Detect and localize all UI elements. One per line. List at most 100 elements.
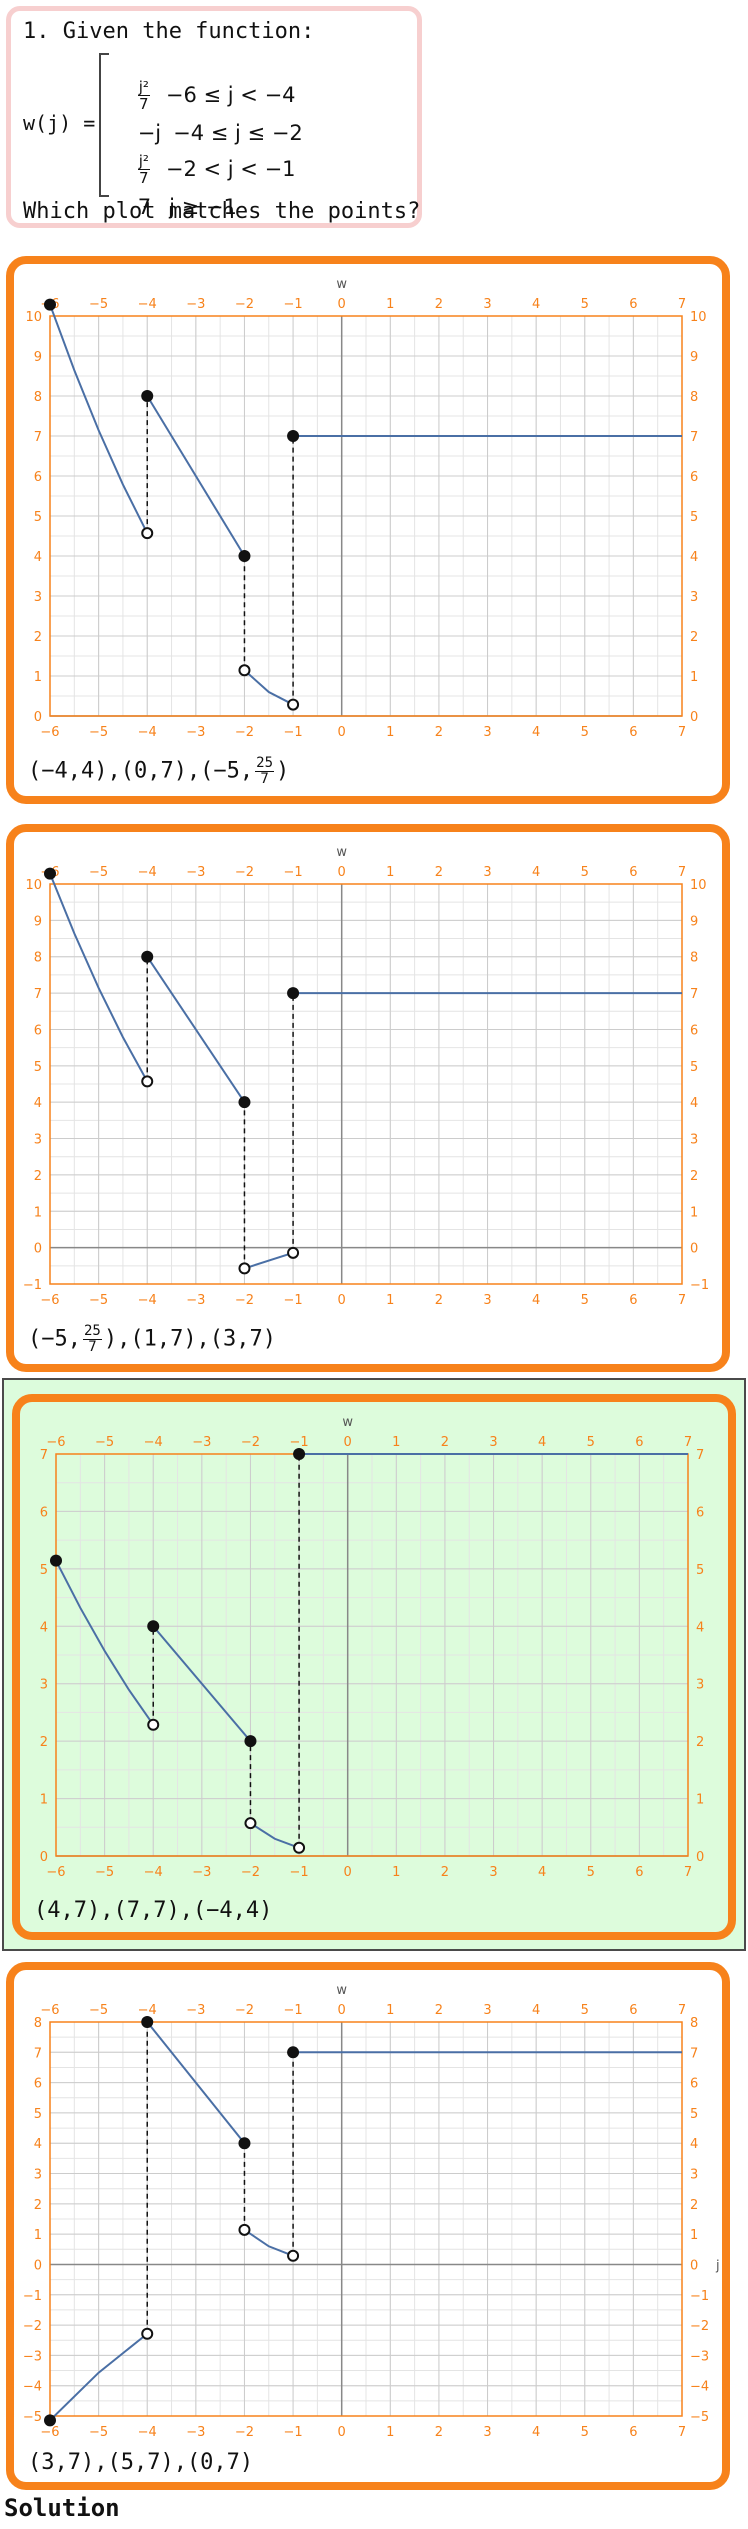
x-tick-label-bottom: 2 xyxy=(441,1865,449,1880)
x-tick-label-bottom: 3 xyxy=(483,725,491,740)
open-point xyxy=(141,1075,154,1088)
x-tick-label-bottom: −5 xyxy=(89,725,108,740)
option-d-plot: −6−6−5−5−4−4−3−3−2−2−1−10011223344556677… xyxy=(23,1983,720,2440)
closed-point xyxy=(238,550,251,562)
x-tick-label-bottom: 0 xyxy=(344,1865,352,1880)
x-tick-label-bottom: 2 xyxy=(435,1293,443,1308)
question-prompt: Which plot matches the points? xyxy=(23,199,421,224)
y-tick-label-left: 4 xyxy=(40,1620,48,1635)
option-a-panel[interactable]: −6−6−5−5−4−4−3−3−2−2−1−10011223344556677… xyxy=(6,256,730,804)
y-tick-label-left: 2 xyxy=(34,1169,42,1184)
y-tick-label-right: −3 xyxy=(690,2349,709,2364)
piece-1-condition: −6 ≤ j < −4 xyxy=(165,82,296,107)
y-tick-label-left: 3 xyxy=(34,590,42,605)
x-tick-label-top: −5 xyxy=(89,865,108,880)
option-b-panel[interactable]: −6−6−5−5−4−4−3−3−2−2−1−10011223344556677… xyxy=(6,824,730,1372)
x-tick-label-bottom: 0 xyxy=(338,725,346,740)
top-axis-label: w xyxy=(342,1415,353,1430)
piece-2: −j −4 ≤ j ≤ −2 xyxy=(111,97,303,169)
piece-4-condition: j ≥ −1 xyxy=(169,195,237,219)
y-tick-label-right: 3 xyxy=(696,1678,704,1693)
closed-point xyxy=(141,950,154,963)
closed-point xyxy=(44,298,56,311)
y-tick-label-right: 9 xyxy=(690,914,698,929)
open-point xyxy=(287,1246,300,1259)
y-tick-label-left: −1 xyxy=(23,1278,42,1293)
closed-point xyxy=(147,1620,160,1633)
x-tick-label-bottom: 5 xyxy=(581,1293,589,1308)
x-tick-label-bottom: −5 xyxy=(89,1293,108,1308)
y-tick-label-right: 8 xyxy=(690,390,698,405)
option-c-answer: (4,7),(7,7),(−4,4) xyxy=(34,1898,273,1923)
x-tick-label-bottom: 5 xyxy=(581,725,589,740)
x-tick-label-bottom: 1 xyxy=(386,2425,394,2440)
plot-frame xyxy=(49,315,683,717)
x-tick-label-bottom: 6 xyxy=(629,2425,637,2440)
y-tick-label-right: 3 xyxy=(690,2168,698,2183)
x-tick-label-top: −4 xyxy=(138,297,157,312)
y-tick-label-right: 1 xyxy=(690,2228,698,2243)
y-tick-label-left: 7 xyxy=(40,1448,48,1463)
y-tick-label-left: −2 xyxy=(23,2319,42,2334)
closed-point xyxy=(287,430,300,442)
x-tick-label-bottom: −3 xyxy=(186,725,205,740)
piece-1: j² 7 −6 ≤ j < −4 xyxy=(111,55,296,136)
x-tick-label-top: −2 xyxy=(235,2003,254,2018)
x-tick-label-top: 3 xyxy=(483,297,491,312)
y-tick-label-right: 1 xyxy=(690,1205,698,1220)
x-tick-label-bottom: −1 xyxy=(289,1865,308,1880)
y-tick-label-left: 2 xyxy=(34,630,42,645)
x-tick-label-top: −4 xyxy=(138,2003,157,2018)
x-tick-label-top: 4 xyxy=(532,297,540,312)
y-tick-label-right: 5 xyxy=(696,1563,704,1578)
y-tick-label-left: 0 xyxy=(34,1242,42,1257)
x-tick-label-bottom: 7 xyxy=(678,1293,686,1308)
open-point xyxy=(287,2249,300,2262)
x-tick-label-top: 3 xyxy=(483,865,491,880)
y-tick-label-right: 10 xyxy=(690,878,707,893)
x-tick-label-bottom: −6 xyxy=(40,1293,59,1308)
x-tick-label-bottom: 0 xyxy=(338,2425,346,2440)
y-tick-label-left: 9 xyxy=(34,350,42,365)
y-tick-label-left: 1 xyxy=(34,1205,42,1220)
closed-point xyxy=(50,1554,62,1567)
x-tick-label-top: 6 xyxy=(629,2003,637,2018)
y-tick-label-left: −4 xyxy=(23,2380,42,2395)
closed-point xyxy=(238,2137,251,2150)
series-line-segment xyxy=(244,1251,294,1270)
question-box: 1. Given the function: w(j) = j² 7 −6 ≤ j … xyxy=(6,6,422,228)
right-axis-label: j xyxy=(715,2258,720,2273)
y-tick-label-left: 3 xyxy=(34,2168,42,2183)
x-tick-label-top: 7 xyxy=(678,2003,686,2018)
open-point xyxy=(287,698,300,711)
y-tick-label-left: 10 xyxy=(25,310,42,325)
x-tick-label-top: 7 xyxy=(684,1435,692,1450)
x-tick-label-bottom: −4 xyxy=(144,1865,163,1880)
closed-point xyxy=(244,1735,257,1748)
x-tick-label-top: 2 xyxy=(435,2003,443,2018)
x-tick-label-bottom: −2 xyxy=(235,1293,254,1308)
option-c-panel[interactable]: −6 −6 −5 −5 −4 −4 −3 −3 −2 −2 −1 −1 0 0 1 1 2 2 3 3 4 4 5 5 6 6 7 7… xyxy=(12,1394,736,1940)
y-tick-label-left: 7 xyxy=(34,987,42,1002)
x-tick-label-bottom: −1 xyxy=(283,725,302,740)
x-tick-label-bottom: 7 xyxy=(684,1865,692,1880)
y-tick-label-right: 4 xyxy=(690,1096,698,1111)
x-tick-label-top: 7 xyxy=(678,865,686,880)
option-c-plot: −6−6−5−5−4−4−3−3−2−2−1−10011223344556677… xyxy=(40,1415,705,1880)
x-tick-label-bottom: 1 xyxy=(392,1865,400,1880)
x-tick-label-top: 3 xyxy=(483,2003,491,2018)
x-tick-label-top: 0 xyxy=(338,297,346,312)
series-line-segment xyxy=(146,956,246,1103)
x-tick-label-top: −2 xyxy=(235,297,254,312)
option-d-panel[interactable]: −6 −6 −5 −5 −4 −4 −3 −3 −2 −2 −1 −1 0 0 1 1 2 2 3 3 4 4 5 5 6 6 7 7… xyxy=(6,1962,730,2490)
y-tick-label-right: 7 xyxy=(690,987,698,1002)
y-tick-label-right: 9 xyxy=(690,350,698,365)
x-tick-label-bottom: 2 xyxy=(435,725,443,740)
function-name: w(j) = xyxy=(23,111,96,135)
x-tick-label-top: −1 xyxy=(283,2003,302,2018)
top-axis-label: w xyxy=(336,845,347,860)
open-point xyxy=(293,1841,306,1854)
y-tick-label-right: 2 xyxy=(690,1169,698,1184)
y-tick-label-right: −1 xyxy=(690,2289,709,2304)
x-tick-label-top: 5 xyxy=(581,2003,589,2018)
